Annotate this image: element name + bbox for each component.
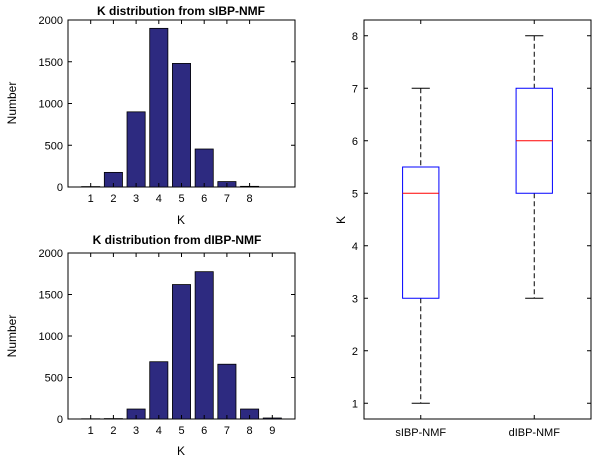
x-tick-label: 5	[178, 425, 184, 437]
y-axis-label: Number	[5, 82, 19, 125]
x-tick-label: 9	[269, 425, 275, 437]
y-tick-label: 1000	[39, 331, 63, 343]
bar	[194, 271, 214, 420]
y-tick-label: 1000	[39, 99, 63, 111]
x-tick-label: 1	[88, 193, 94, 205]
x-tick-label: 5	[178, 193, 184, 205]
x-tick-label: sIBP-NMF	[395, 427, 446, 439]
y-ticks: 1 2 3 4 5 6 7 8	[352, 31, 591, 410]
x-tick-label: 4	[156, 425, 162, 437]
bar	[149, 27, 169, 188]
y-tick-label: 1	[352, 398, 358, 410]
bar	[172, 63, 191, 188]
histogram-dibp-panel: K distribution from dIBP-NMF K Number 1 2…	[5, 233, 296, 457]
y-axis-label: Number	[5, 315, 19, 358]
y-ticks: 0 500 1000 1500 2000	[39, 248, 295, 426]
y-tick-label: 0	[57, 414, 63, 426]
chart-title: K distribution from dIBP-NMF	[93, 233, 262, 247]
y-tick-label: 2	[352, 346, 358, 358]
y-tick-label: 1500	[39, 57, 63, 69]
x-axis-label: K	[177, 444, 185, 457]
boxes	[402, 35, 553, 404]
bar	[172, 284, 191, 420]
x-ticks: sIBP-NMF dIBP-NMF	[395, 20, 560, 439]
x-tick-label: 8	[247, 425, 253, 437]
y-tick-label: 6	[352, 136, 358, 148]
y-tick-label: 2000	[39, 248, 63, 260]
bars	[81, 27, 260, 188]
y-ticks: 0 500 1000 1500 2000	[39, 15, 295, 194]
x-tick-label: dIBP-NMF	[509, 427, 561, 439]
y-tick-label: 8	[352, 31, 358, 43]
y-tick-label: 0	[57, 182, 63, 194]
x-ticks: 1 2 3 4 5 6 7 8 9	[88, 253, 275, 437]
bars	[81, 271, 282, 420]
bar	[194, 148, 214, 188]
bar	[126, 111, 146, 188]
x-tick-label: 6	[201, 193, 207, 205]
y-tick-label: 4	[352, 241, 358, 253]
x-axis-label: K	[177, 213, 185, 227]
y-tick-label: 500	[45, 140, 63, 152]
axes-box	[363, 19, 592, 420]
bar	[217, 363, 237, 420]
x-tick-label: 1	[88, 425, 94, 437]
x-tick-label: 2	[110, 193, 116, 205]
x-tick-label: 7	[224, 193, 230, 205]
boxplot-panel: K sIBP-NMF dIBP-NMF 1 2 3 4 5 6 7 8	[334, 19, 592, 439]
x-tick-label: 7	[224, 425, 230, 437]
x-tick-label: 6	[201, 425, 207, 437]
x-tick-label: 3	[133, 425, 139, 437]
x-tick-label: 3	[133, 193, 139, 205]
x-ticks: 1 2 3 4 5 6 7 8	[88, 20, 253, 205]
histogram-sibp-panel: K distribution from sIBP-NMF K Number 1 2…	[5, 4, 296, 227]
y-tick-label: 500	[45, 373, 63, 385]
x-tick-label: 8	[247, 193, 253, 205]
y-tick-label: 1500	[39, 290, 63, 302]
box	[402, 166, 440, 299]
x-tick-label: 4	[156, 193, 162, 205]
y-axis-label: K	[334, 216, 348, 224]
y-tick-label: 7	[352, 83, 358, 95]
y-tick-label: 2000	[39, 15, 63, 27]
y-tick-label: 3	[352, 293, 358, 305]
chart-title: K distribution from sIBP-NMF	[97, 4, 265, 18]
bar	[149, 361, 169, 420]
y-tick-label: 5	[352, 188, 358, 200]
x-tick-label: 2	[110, 425, 116, 437]
